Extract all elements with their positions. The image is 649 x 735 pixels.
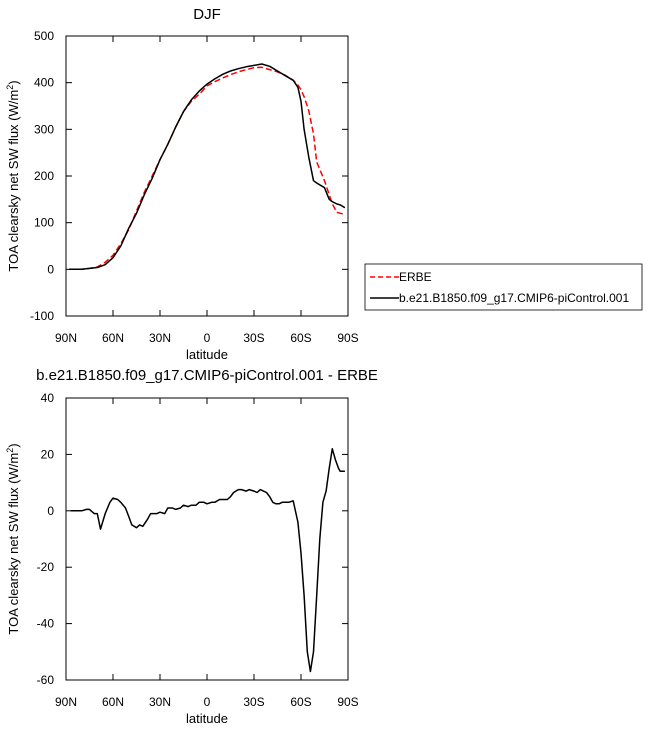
top-chart-y-tick-label: 100	[34, 216, 54, 230]
top-chart-x-tick-label: 90N	[55, 331, 77, 345]
top-chart-series-line-1	[69, 63, 346, 271]
top-chart-y-tick-label: 400	[34, 76, 54, 90]
bottom-chart-y-axis-title-main: TOA clearsky net SW flux (W/m	[6, 453, 21, 635]
top-chart-x-tick-label: 30S	[243, 331, 264, 345]
bottom-chart-x-ticks: 90N 60N 30N 0 30S 60S 90S	[55, 398, 359, 709]
top-chart-y-tick-label: 0	[47, 262, 54, 276]
top-chart-title: DJF	[193, 6, 221, 23]
bottom-chart: b.e21.B1850.f09_g17.CMIP6-piControl.001 …	[5, 367, 378, 726]
bottom-chart-y-tick-label: 20	[41, 447, 55, 461]
bottom-chart-x-tick-label: 60N	[102, 695, 124, 709]
top-chart: DJF -100 0 100 200 300 400 500 90N 60N 30N 0 30S 60…	[5, 6, 359, 362]
bottom-chart-x-tick-label: 90N	[55, 695, 77, 709]
legend: ERBE b.e21.B1850.f09_g17.CMIP6-piControl…	[364, 263, 643, 311]
bottom-chart-plot-frame	[65, 397, 349, 681]
bottom-chart-y-axis-title-sup: 2	[5, 448, 15, 453]
top-chart-x-tick-label: 30N	[149, 331, 171, 345]
bottom-chart-y-ticks: -60 -40 -20 0 20 40	[37, 391, 348, 687]
bottom-chart-y-tick-label: -40	[37, 617, 55, 631]
bottom-chart-x-tick-label: 30N	[149, 695, 171, 709]
top-chart-y-axis-title: TOA clearsky net SW flux (W/m2)	[5, 80, 21, 271]
bottom-chart-x-tick-label: 90S	[337, 695, 358, 709]
bottom-chart-y-tick-label: 0	[47, 504, 54, 518]
legend-label-erbe: ERBE	[399, 270, 432, 284]
bottom-chart-title: b.e21.B1850.f09_g17.CMIP6-piControl.001 …	[36, 367, 378, 384]
bottom-chart-x-tick-label: 30S	[243, 695, 264, 709]
top-chart-x-tick-label: 90S	[337, 331, 358, 345]
bottom-chart-series-line-0	[70, 448, 345, 673]
top-chart-series-line-0	[69, 66, 346, 271]
top-chart-y-tick-label: -100	[30, 309, 54, 323]
bottom-chart-y-axis-title-close: )	[6, 443, 21, 447]
top-chart-y-axis-title-main: TOA clearsky net SW flux (W/m	[6, 90, 21, 272]
bottom-chart-x-axis-title: latitude	[186, 711, 228, 726]
bottom-chart-x-tick-label: 60S	[290, 695, 311, 709]
legend-label-model: b.e21.B1850.f09_g17.CMIP6-piControl.001	[399, 291, 629, 305]
top-chart-y-tick-label: 500	[34, 29, 54, 43]
top-chart-x-tick-label: 60S	[290, 331, 311, 345]
top-chart-y-axis-title-sup: 2	[5, 85, 15, 90]
bottom-chart-x-tick-label: 0	[204, 695, 211, 709]
top-chart-y-ticks: -100 0 100 200 300 400 500	[30, 29, 348, 323]
top-chart-x-axis-title: latitude	[186, 347, 228, 362]
top-chart-y-tick-label: 300	[34, 122, 54, 136]
top-chart-lines	[69, 63, 346, 271]
bottom-chart-y-tick-label: -20	[37, 560, 55, 574]
top-chart-x-tick-label: 0	[204, 331, 211, 345]
bottom-chart-lines	[70, 448, 345, 673]
bottom-chart-y-tick-label: -60	[37, 673, 55, 687]
bottom-chart-y-axis-title: TOA clearsky net SW flux (W/m2)	[5, 443, 21, 634]
top-chart-plot-frame	[65, 35, 349, 317]
top-chart-x-tick-label: 60N	[102, 331, 124, 345]
top-chart-x-ticks: 90N 60N 30N 0 30S 60S 90S	[55, 36, 359, 345]
top-chart-y-axis-title-close: )	[6, 80, 21, 84]
bottom-chart-y-tick-label: 40	[41, 391, 55, 405]
legend-box	[364, 263, 643, 311]
top-chart-y-tick-label: 200	[34, 169, 54, 183]
